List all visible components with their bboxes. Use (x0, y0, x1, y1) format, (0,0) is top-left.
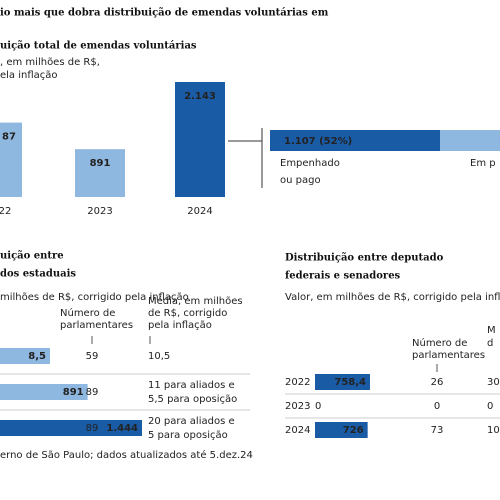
value-label: 891 (63, 387, 84, 398)
year: 2023 (285, 401, 310, 412)
section-title: uição entre (0, 251, 64, 262)
note: Valor, em milhões de R$, corrigido pela … (285, 292, 500, 303)
bar (0, 348, 51, 364)
note: milhões de R$, corrigido pela inflação (0, 292, 189, 303)
bar (75, 149, 125, 197)
value-label: 87 (2, 132, 16, 143)
average: 11 para aliados e (148, 380, 235, 391)
status-label: Empenhado (280, 158, 340, 169)
average: 10,5 (148, 351, 170, 362)
status-label: Em p (470, 158, 496, 169)
count: 26 (431, 377, 444, 388)
count: 59 (86, 351, 99, 362)
x-label: 22 (0, 206, 11, 217)
status-label: ou pago (280, 175, 321, 186)
value-label: 2.143 (184, 91, 216, 102)
bar (315, 422, 368, 438)
header: M (487, 325, 496, 336)
header: d (487, 338, 493, 349)
value-label: 8,5 (28, 351, 46, 362)
source: erno de São Paulo; dados atualizados até… (0, 449, 253, 461)
average: 5,5 para oposição (148, 394, 237, 405)
header: parlamentares (60, 320, 133, 331)
bar (315, 374, 370, 390)
count: 0 (434, 401, 440, 412)
note: ela inflação (0, 70, 58, 81)
section-title: dos estaduais (0, 269, 76, 280)
count: 89 (86, 387, 99, 398)
subtitle: uição total de emendas voluntárias (0, 41, 197, 52)
year: 2024 (285, 425, 310, 436)
note: , em milhões de R$, (0, 57, 100, 68)
bar (0, 420, 142, 436)
average: 20 para aliados e (148, 416, 235, 427)
header: pela inflação (148, 320, 212, 331)
header: Número de (412, 337, 467, 349)
average: 10 (487, 425, 500, 436)
average: 5 para oposição (148, 430, 228, 441)
section-title: Distribuição entre deputado (285, 253, 444, 264)
header: parlamentares (412, 350, 485, 361)
header: Média, em milhões (148, 295, 243, 307)
value-label: 891 (90, 158, 111, 169)
value-label: 1.107 (52%) (284, 136, 352, 147)
count: 73 (431, 425, 444, 436)
bar (175, 82, 225, 197)
bar (0, 122, 22, 197)
x-label: 2023 (87, 206, 112, 217)
header: Número de (60, 307, 115, 319)
count: 89 (86, 423, 99, 434)
average: 30 (487, 377, 500, 388)
year: 2022 (285, 377, 310, 388)
value-label: 1.444 (106, 423, 138, 434)
title: io mais que dobra distribuição de emenda… (0, 8, 329, 19)
header: de R$, corrigido (148, 308, 227, 319)
value-label: 0 (315, 401, 321, 412)
bar (270, 130, 440, 151)
x-label: 2024 (187, 206, 212, 217)
bar (0, 384, 88, 400)
value-label: 758,4 (334, 377, 366, 388)
average: 0 (487, 401, 493, 412)
value-label: 726 (343, 425, 364, 436)
section-title: federais e senadores (285, 271, 401, 282)
